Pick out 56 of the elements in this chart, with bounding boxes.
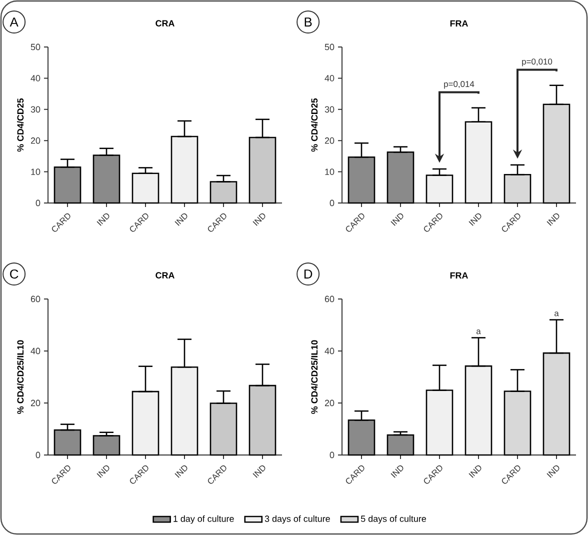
y-axis-title: % CD4/CD25 bbox=[16, 98, 24, 152]
x-tick-label: IND bbox=[96, 465, 110, 478]
bar bbox=[132, 172, 160, 204]
y-tick-label: 10 bbox=[31, 168, 40, 175]
x-tick-label: IND bbox=[174, 213, 188, 226]
y-tick-label: 60 bbox=[30, 296, 40, 302]
y-tick-label: 20 bbox=[324, 137, 334, 144]
x-tick-label: IND bbox=[252, 213, 266, 226]
x-tick-label: IND bbox=[252, 465, 266, 478]
chart-title: FRA bbox=[450, 20, 468, 26]
y-tick-label: 40 bbox=[30, 348, 40, 354]
y-tick-label: 40 bbox=[324, 75, 334, 82]
annotation: p=0,014 bbox=[444, 81, 474, 89]
chart-title: CRA bbox=[156, 20, 174, 26]
y-tick-label: 10 bbox=[325, 168, 334, 175]
y-tick-label: 20 bbox=[324, 400, 334, 406]
x-tick-label: IND bbox=[468, 465, 482, 478]
y-tick-label: 40 bbox=[30, 75, 40, 82]
y-axis-title: % CD4/CD25/IL10 bbox=[310, 340, 318, 414]
annotation: a bbox=[476, 330, 481, 334]
text: D bbox=[304, 270, 312, 278]
bar bbox=[386, 151, 414, 204]
y-axis-title: % CD4/CD25 bbox=[310, 98, 318, 152]
y-tick-label: 0 bbox=[330, 200, 334, 206]
x-tick-label: IND bbox=[96, 213, 110, 226]
y-tick-label: 20 bbox=[30, 137, 40, 144]
legend-label: 1 day of culture bbox=[174, 515, 234, 524]
chart-title: FRA bbox=[450, 272, 468, 278]
y-tick-label: 20 bbox=[30, 400, 40, 406]
bar bbox=[92, 435, 120, 456]
y-tick-label: 40 bbox=[324, 348, 334, 354]
legend-label: 5 days of culture bbox=[360, 515, 426, 524]
y-tick-label: 0 bbox=[330, 452, 334, 458]
text: B bbox=[304, 18, 312, 26]
y-tick-label: 60 bbox=[324, 296, 334, 302]
y-tick-label: 0 bbox=[36, 452, 40, 458]
chart-title: CRA bbox=[156, 272, 174, 278]
x-tick-label: IND bbox=[468, 213, 482, 226]
text: A bbox=[10, 18, 18, 26]
x-tick-label: IND bbox=[390, 465, 404, 478]
y-tick-label: 30 bbox=[324, 106, 334, 113]
y-tick-label: 0 bbox=[36, 200, 40, 206]
x-tick-label: IND bbox=[174, 465, 188, 478]
y-tick-label: 30 bbox=[30, 106, 40, 113]
y-tick-label: 50 bbox=[324, 44, 334, 50]
y-tick-label: 50 bbox=[30, 44, 40, 50]
x-tick-label: IND bbox=[546, 213, 560, 226]
bar bbox=[386, 434, 414, 456]
y-axis-title: % CD4/CD25/IL10 bbox=[16, 340, 24, 414]
text: C bbox=[10, 269, 18, 279]
annotation: a bbox=[554, 312, 559, 316]
legend-label: 3 days of culture bbox=[264, 515, 330, 524]
x-tick-label: IND bbox=[546, 465, 560, 478]
bar bbox=[54, 429, 82, 456]
x-tick-label: IND bbox=[390, 213, 404, 226]
annotation: p=0,010 bbox=[522, 58, 552, 66]
